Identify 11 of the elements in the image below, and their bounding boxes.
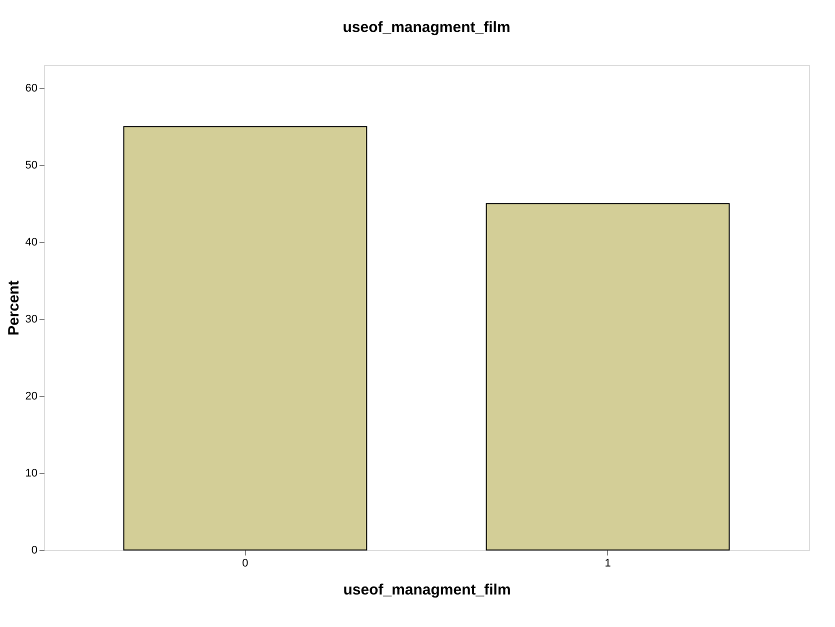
y-tick-label: 0 — [31, 544, 38, 556]
x-tick-label: 1 — [604, 558, 611, 570]
x-axis-title: useof_managment_film — [343, 582, 511, 598]
y-tick-label: 60 — [25, 82, 38, 95]
y-tick-label: 40 — [25, 236, 38, 249]
y-tick-label: 10 — [25, 468, 38, 480]
y-tick-label: 50 — [25, 160, 38, 172]
chart-title: useof_managment_film — [342, 19, 510, 36]
y-tick-label: 20 — [25, 390, 38, 403]
y-tick-label: 30 — [25, 314, 38, 326]
y-axis-title: Percent — [5, 280, 22, 336]
